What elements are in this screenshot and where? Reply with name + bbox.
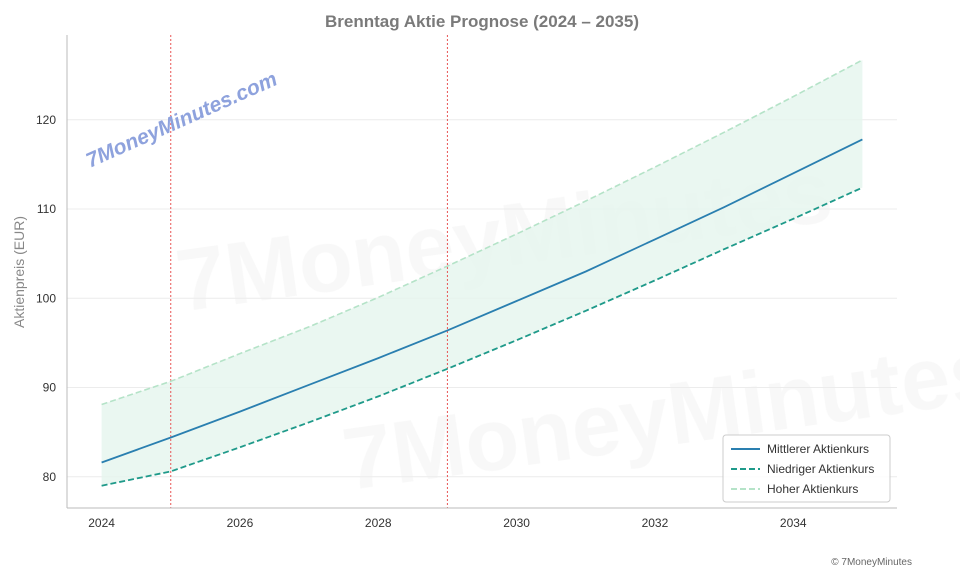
vertical-marker-layer bbox=[170, 35, 448, 508]
y-axis-label: Aktienpreis (EUR) bbox=[11, 216, 27, 328]
x-tick-label-2030: 2030 bbox=[503, 516, 530, 530]
legend-box bbox=[722, 434, 891, 503]
y-tick-label-120: 120 bbox=[36, 113, 56, 127]
y-tick-label-80: 80 bbox=[43, 470, 57, 484]
x-tick-label-2028: 2028 bbox=[365, 516, 392, 530]
band-layer bbox=[101, 60, 863, 486]
forecast-band bbox=[101, 60, 863, 486]
legend-label-high: Hoher Aktienkurs bbox=[767, 482, 858, 496]
x-tick-labels: 2024 2026 2028 2030 2032 2034 bbox=[88, 516, 807, 530]
x-tick-label-2026: 2026 bbox=[227, 516, 254, 530]
copyright-text: © 7MoneyMinutes bbox=[831, 557, 912, 568]
legend-label-mid: Mittlerer Aktienkurs bbox=[767, 442, 869, 456]
y-tick-label-90: 90 bbox=[43, 381, 57, 395]
series-line-low bbox=[101, 186, 863, 487]
y-tick-labels: 80 90 100 110 120 bbox=[36, 113, 56, 484]
series-layer bbox=[101, 59, 863, 487]
legend: Mittlerer Aktienkurs Niedriger Aktienkur… bbox=[722, 434, 891, 503]
x-tick-label-2024: 2024 bbox=[88, 516, 115, 530]
chart-title: Brenntag Aktie Prognose (2024 – 2035) bbox=[325, 12, 639, 31]
x-tick-label-2034: 2034 bbox=[780, 516, 807, 530]
y-tick-label-110: 110 bbox=[37, 202, 56, 216]
x-tick-label-2032: 2032 bbox=[642, 516, 669, 530]
y-tick-label-100: 100 bbox=[36, 291, 56, 305]
series-line-mid bbox=[101, 138, 863, 464]
series-line-high bbox=[101, 59, 863, 406]
legend-label-low: Niedriger Aktienkurs bbox=[767, 462, 874, 476]
